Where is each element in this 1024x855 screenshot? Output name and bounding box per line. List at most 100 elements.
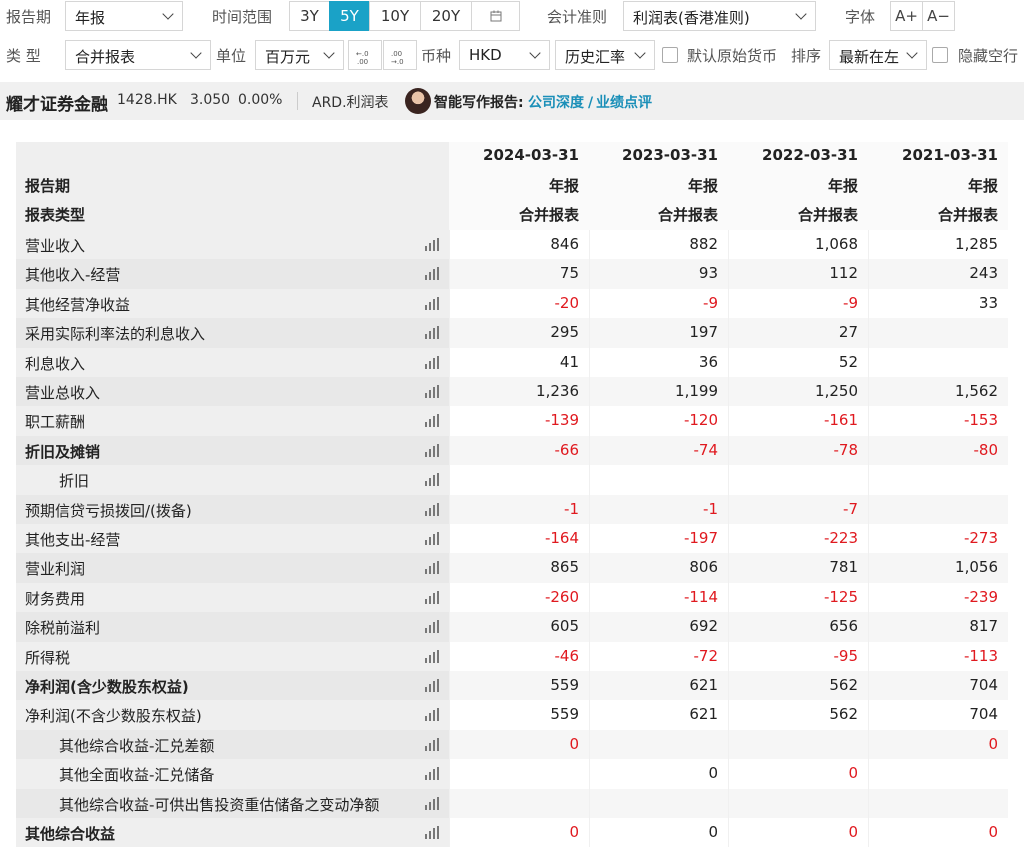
unit-select[interactable]: 百万元 (255, 40, 344, 70)
exchange-rate-select[interactable]: 历史汇率 (555, 40, 655, 70)
cell-value: 621 (689, 705, 718, 724)
bar-chart-icon[interactable] (425, 296, 439, 310)
accounting-standard-select[interactable]: 利润表(香港准则) (623, 1, 816, 31)
currency-select[interactable]: HKD (459, 40, 550, 70)
value-cell: 1,056 (868, 553, 1008, 583)
value-cell: -223 (728, 524, 868, 554)
earnings-review-link[interactable]: 业绩点评 (596, 95, 652, 111)
font-decrease-button[interactable]: A− (922, 1, 955, 31)
bar-chart-icon[interactable] (425, 385, 439, 398)
value-cell: 1,199 (589, 377, 728, 407)
bar-chart-icon[interactable] (425, 267, 439, 281)
bar-chart-icon[interactable] (425, 620, 439, 634)
row-label-cell: 其他全面收益-汇兑储备 (16, 759, 449, 789)
row-label-cell: 营业收入 (16, 230, 449, 260)
bar-chart-icon[interactable] (425, 826, 439, 839)
bar-chart-icon[interactable] (425, 473, 439, 487)
row-label-cell: 净利润(含少数股东权益) (16, 671, 449, 701)
company-name[interactable]: 耀才证券金融 (6, 95, 108, 115)
bar-chart-icon[interactable] (425, 590, 439, 604)
value-cell (728, 729, 868, 760)
cell-value: 1,236 (536, 382, 579, 400)
cell-value: -9 (703, 293, 718, 312)
svg-text:.00: .00 (357, 58, 368, 66)
decrease-decimal-button[interactable]: ←.0 .00 (348, 40, 382, 70)
report-period-label: 报告期 (6, 8, 52, 26)
unit-label: 单位 (216, 47, 247, 65)
row-label: 利息收入 (25, 354, 86, 373)
bar-chart-icon[interactable] (425, 767, 439, 781)
cell-value: 1,068 (815, 235, 858, 253)
value-cell: 243 (868, 259, 1008, 289)
cell-value: 865 (550, 558, 579, 577)
header-label-cell: 报告期 报表类型 (16, 142, 449, 230)
currency-label: 币种 (421, 47, 452, 65)
font-increase-button[interactable]: A+ (890, 1, 923, 31)
chevron-down-icon (190, 47, 202, 59)
bar-chart-icon[interactable] (425, 238, 439, 251)
value-cell: 27 (728, 318, 868, 348)
cell-value: 52 (838, 352, 858, 371)
bar-chart-icon[interactable] (425, 708, 439, 722)
row-label: 营业总收入 (25, 384, 101, 402)
time-range-20y-button[interactable]: 20Y (420, 1, 472, 31)
table-row: 职工薪酬 -139 -120 -161 -153 (16, 406, 1008, 436)
time-range-5y-button[interactable]: 5Y (329, 1, 370, 31)
row-label: 净利润(含少数股东权益) (25, 678, 189, 696)
bar-chart-icon[interactable] (425, 502, 439, 516)
bar-chart-icon[interactable] (425, 561, 439, 575)
time-range-3y-button[interactable]: 3Y (289, 1, 330, 31)
hide-empty-rows-checkbox[interactable] (932, 47, 948, 63)
report-period-select[interactable]: 年报 (65, 1, 183, 31)
value-cell: 559 (449, 700, 589, 730)
value-cell (728, 788, 868, 818)
company-depth-link[interactable]: 公司深度 / (528, 92, 593, 112)
row-label-cell: 其他收入-经营 (16, 259, 449, 289)
column-type: 合并报表 (797, 206, 858, 224)
cell-value: 704 (969, 676, 998, 694)
value-cell: 93 (589, 259, 728, 289)
time-range-10y-button[interactable]: 10Y (369, 1, 421, 31)
value-cell (589, 729, 728, 760)
bar-chart-icon[interactable] (425, 355, 439, 369)
bar-chart-icon[interactable] (425, 796, 439, 810)
cell-value: -20 (554, 293, 580, 312)
column-header[interactable]: 2022-03-31 年报 合并报表 (728, 142, 868, 230)
row-label-cell: 其他支出-经营 (16, 524, 449, 554)
value-cell: -125 (728, 582, 868, 613)
cell-value: -7 (843, 499, 858, 518)
row-label-cell: 财务费用 (16, 582, 449, 613)
value-cell: -153 (868, 406, 1008, 436)
ai-avatar-icon (405, 88, 431, 114)
value-cell: 41 (449, 347, 589, 377)
sort-select[interactable]: 最新在左 (829, 40, 927, 70)
bar-chart-icon[interactable] (425, 532, 439, 545)
column-header[interactable]: 2023-03-31 年报 合并报表 (589, 142, 728, 230)
column-header[interactable]: 2021-03-31 年报 合并报表 (868, 142, 1008, 230)
row-label-cell: 折旧 (16, 465, 449, 495)
cell-value: 33 (978, 293, 998, 312)
column-header[interactable]: 2024-03-31 年报 合并报表 (449, 142, 589, 230)
cell-value: -164 (544, 529, 579, 547)
calendar-button[interactable] (471, 1, 520, 31)
default-currency-checkbox[interactable] (662, 47, 678, 63)
bar-chart-icon[interactable] (425, 414, 439, 428)
table-row: 营业利润 865 806 781 1,056 (16, 553, 1008, 583)
value-cell: 1,068 (728, 230, 868, 260)
bar-chart-icon[interactable] (425, 326, 439, 340)
row-label-cell: 除税前溢利 (16, 612, 449, 642)
value-cell: 112 (728, 259, 868, 289)
cell-value: 0 (988, 734, 998, 753)
report-type-select[interactable]: 合并报表 (65, 40, 211, 70)
increase-decimal-button[interactable]: .00 →.0 (383, 40, 417, 70)
bar-chart-icon[interactable] (425, 443, 439, 457)
value-cell: -1 (449, 494, 589, 524)
value-cell (449, 759, 589, 789)
bar-chart-icon[interactable] (425, 679, 439, 692)
cell-value: -72 (693, 646, 719, 665)
bar-chart-icon[interactable] (425, 737, 439, 751)
link-separator: / (588, 95, 594, 111)
value-cell: 621 (589, 700, 728, 730)
cell-value: 692 (689, 617, 718, 636)
bar-chart-icon[interactable] (425, 649, 439, 663)
